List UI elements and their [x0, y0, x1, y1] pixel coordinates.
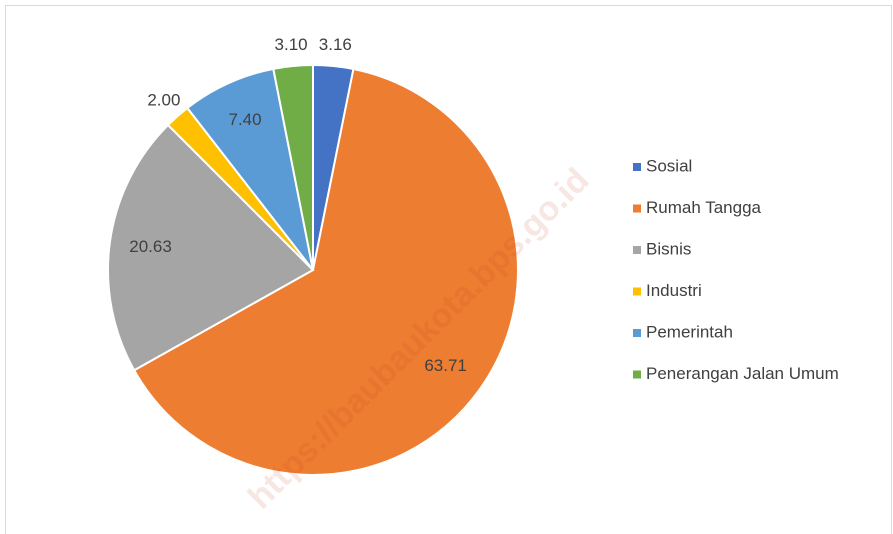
legend-label: Sosial — [646, 156, 692, 175]
data-label: 20.63 — [129, 237, 172, 256]
legend-swatch — [633, 246, 641, 254]
legend-label: Industri — [646, 281, 702, 300]
pie-slice — [272, 63, 314, 271]
legend-swatch — [633, 329, 641, 337]
pie-slice — [107, 123, 315, 372]
legend-label: Bisnis — [646, 239, 691, 258]
legend-swatch — [633, 204, 641, 213]
legend-label: Rumah Tangga — [646, 198, 762, 217]
data-label: 3.10 — [275, 35, 308, 54]
data-label: 63.71 — [424, 356, 467, 375]
legend-swatch — [633, 163, 641, 171]
legend-label: Pemerintah — [646, 322, 733, 341]
data-label: 3.16 — [319, 35, 352, 54]
pie-slice — [132, 67, 519, 476]
data-label: 2.00 — [147, 90, 180, 109]
data-label: 7.40 — [228, 110, 261, 129]
legend-label: Penerangan Jalan Umum — [646, 364, 839, 383]
legend-swatch — [633, 287, 641, 296]
legend-swatch — [633, 370, 641, 379]
